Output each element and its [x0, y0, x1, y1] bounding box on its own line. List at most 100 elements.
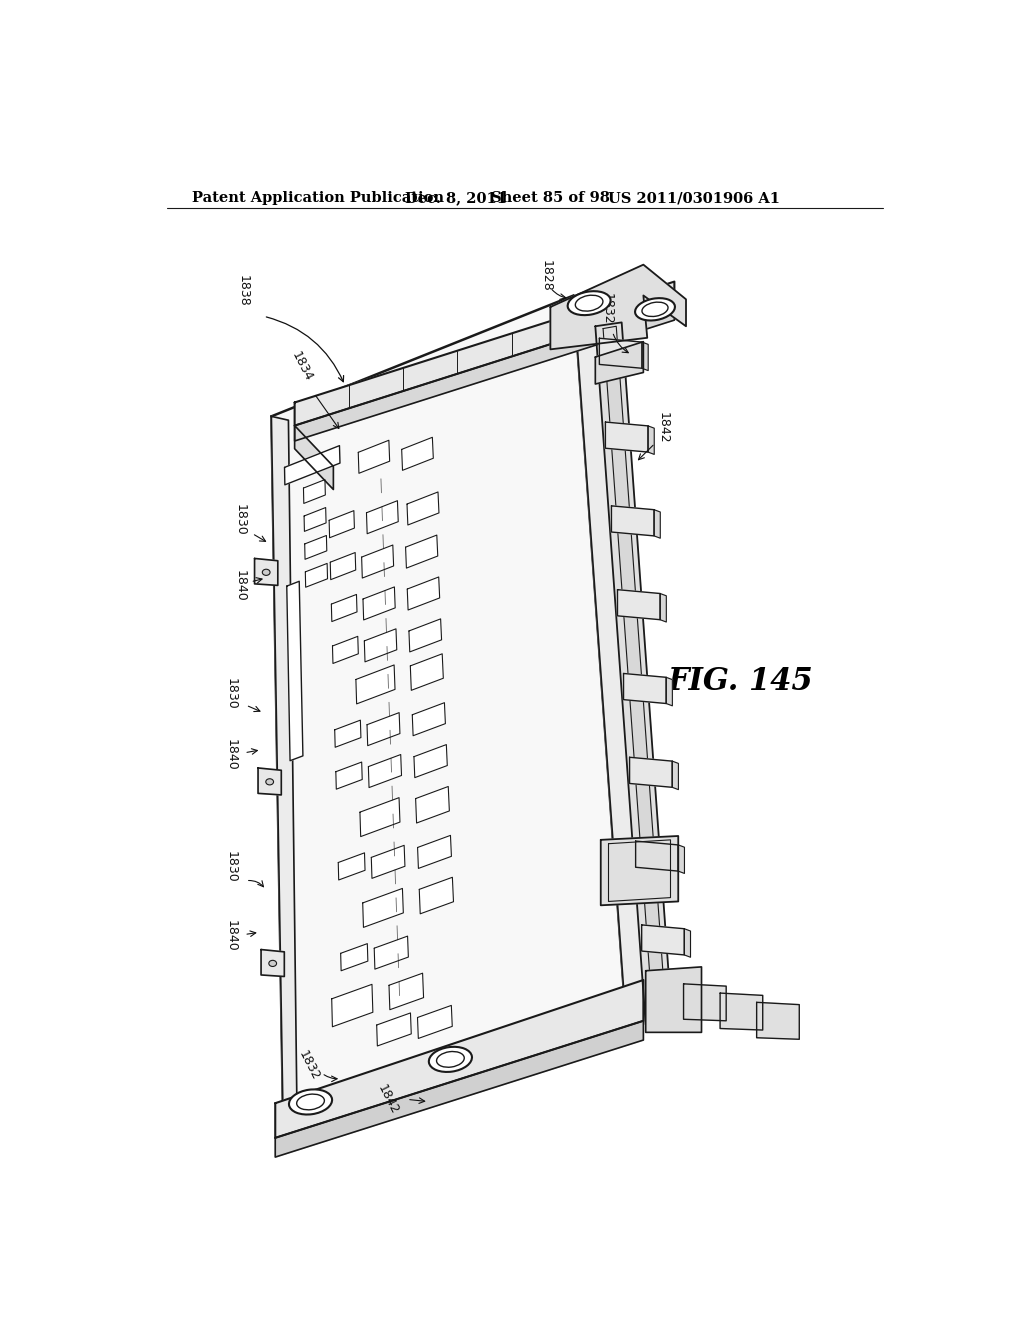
Ellipse shape — [262, 569, 270, 576]
Polygon shape — [648, 426, 654, 454]
Polygon shape — [409, 619, 441, 652]
Polygon shape — [374, 936, 409, 969]
Ellipse shape — [297, 1094, 325, 1110]
Polygon shape — [275, 979, 643, 1138]
Polygon shape — [407, 492, 439, 525]
Polygon shape — [261, 949, 285, 977]
Polygon shape — [362, 888, 403, 928]
Polygon shape — [550, 264, 686, 350]
Polygon shape — [617, 590, 660, 619]
Ellipse shape — [642, 302, 668, 317]
Polygon shape — [303, 479, 326, 503]
Text: 1840: 1840 — [224, 920, 238, 952]
Polygon shape — [630, 758, 672, 787]
Text: 1832: 1832 — [600, 293, 613, 325]
Polygon shape — [365, 628, 396, 661]
Polygon shape — [372, 845, 404, 878]
Polygon shape — [684, 983, 726, 1020]
Text: Dec. 8, 2011: Dec. 8, 2011 — [406, 191, 508, 206]
Text: 1840: 1840 — [233, 570, 247, 602]
Polygon shape — [295, 281, 675, 425]
Text: FIG. 145: FIG. 145 — [668, 667, 813, 697]
Polygon shape — [377, 1012, 412, 1045]
Text: 1830: 1830 — [233, 504, 247, 536]
Polygon shape — [333, 636, 358, 664]
Polygon shape — [636, 841, 678, 871]
Polygon shape — [595, 322, 672, 1024]
Polygon shape — [416, 787, 450, 824]
Polygon shape — [624, 673, 667, 704]
Polygon shape — [646, 966, 701, 1032]
Polygon shape — [304, 508, 326, 532]
Polygon shape — [413, 702, 445, 735]
Polygon shape — [369, 755, 401, 788]
Polygon shape — [329, 511, 354, 537]
Ellipse shape — [266, 779, 273, 785]
Ellipse shape — [429, 1047, 472, 1072]
Polygon shape — [367, 500, 398, 533]
Polygon shape — [660, 594, 667, 622]
Ellipse shape — [635, 298, 675, 321]
Polygon shape — [408, 577, 439, 610]
Polygon shape — [601, 836, 678, 906]
Polygon shape — [672, 762, 679, 789]
Ellipse shape — [289, 1089, 332, 1114]
Polygon shape — [287, 581, 303, 760]
Polygon shape — [331, 553, 355, 579]
Polygon shape — [295, 425, 334, 490]
Polygon shape — [414, 744, 447, 777]
Polygon shape — [361, 545, 393, 578]
Polygon shape — [285, 446, 340, 484]
Text: 1832: 1832 — [296, 1048, 322, 1082]
Polygon shape — [599, 338, 642, 368]
Polygon shape — [335, 721, 360, 747]
Polygon shape — [418, 1006, 453, 1039]
Polygon shape — [406, 535, 437, 568]
Polygon shape — [642, 342, 648, 371]
Polygon shape — [678, 845, 684, 874]
Polygon shape — [611, 506, 654, 536]
Polygon shape — [573, 296, 646, 999]
Polygon shape — [654, 510, 660, 539]
Polygon shape — [341, 944, 368, 970]
Polygon shape — [360, 797, 400, 837]
Text: 1830: 1830 — [224, 851, 238, 883]
Polygon shape — [332, 985, 373, 1027]
Ellipse shape — [269, 961, 276, 966]
Ellipse shape — [575, 296, 603, 312]
Polygon shape — [757, 1002, 800, 1039]
Polygon shape — [305, 564, 328, 587]
Polygon shape — [642, 925, 684, 954]
Text: 1840: 1840 — [224, 739, 238, 771]
Polygon shape — [356, 665, 395, 704]
Polygon shape — [401, 437, 433, 470]
Polygon shape — [595, 342, 643, 384]
Polygon shape — [275, 1020, 643, 1158]
Polygon shape — [411, 653, 443, 690]
Text: 1834: 1834 — [290, 350, 315, 383]
Text: 1830: 1830 — [224, 677, 238, 709]
Text: 1842: 1842 — [375, 1082, 400, 1117]
Polygon shape — [603, 326, 667, 1026]
Polygon shape — [419, 878, 454, 913]
Polygon shape — [271, 416, 297, 1114]
Polygon shape — [258, 768, 282, 795]
Polygon shape — [367, 713, 400, 746]
Polygon shape — [305, 536, 327, 560]
Polygon shape — [362, 587, 395, 620]
Text: Patent Application Publication: Patent Application Publication — [193, 191, 444, 206]
Text: Sheet 85 of 98: Sheet 85 of 98 — [490, 191, 609, 206]
Polygon shape — [338, 853, 365, 880]
Text: 1828: 1828 — [540, 260, 553, 292]
Polygon shape — [255, 558, 278, 585]
Polygon shape — [605, 422, 648, 451]
Polygon shape — [684, 929, 690, 957]
Polygon shape — [336, 762, 362, 789]
Text: US 2011/0301906 A1: US 2011/0301906 A1 — [608, 191, 780, 206]
Text: 1838: 1838 — [237, 275, 249, 306]
Polygon shape — [332, 594, 357, 622]
Polygon shape — [271, 296, 624, 1114]
Polygon shape — [720, 993, 763, 1030]
Text: 1842: 1842 — [656, 412, 670, 444]
Polygon shape — [358, 441, 390, 474]
